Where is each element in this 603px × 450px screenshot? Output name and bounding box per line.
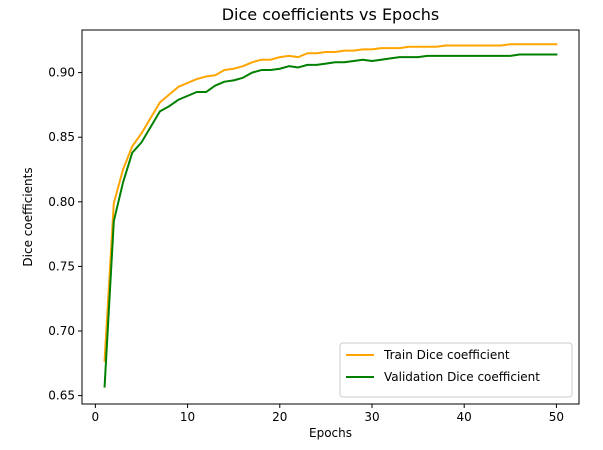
y-axis-label: Dice coefficients	[21, 167, 35, 266]
train-dice-line	[103, 43, 558, 362]
legend-box	[339, 342, 573, 398]
x-tick-label: 30	[364, 410, 379, 424]
y-tick-label: 0.90	[48, 66, 75, 80]
x-tick-label: 0	[92, 410, 100, 424]
x-tick-label: 20	[272, 410, 287, 424]
series-layer	[103, 43, 558, 388]
y-tick-label: 0.80	[48, 195, 75, 209]
y-tick-label: 0.70	[48, 324, 75, 338]
legend-label-train: Train Dice coefficient	[383, 348, 510, 362]
y-axis-ticks: 0.65 0.70 0.75 0.80 0.85 0.90	[48, 66, 82, 403]
x-tick-label: 10	[180, 410, 195, 424]
x-tick-label: 50	[549, 410, 564, 424]
y-tick-label: 0.85	[48, 130, 75, 144]
x-axis-label: Epochs	[309, 426, 352, 440]
plot-area-frame	[81, 29, 580, 405]
x-axis-ticks: 0 10 20 30 40 50	[92, 404, 564, 424]
legend: Train Dice coefficient Validation Dice c…	[339, 342, 573, 398]
chart-title: Dice coefficients vs Epochs	[222, 5, 440, 24]
validation-dice-line	[103, 53, 558, 388]
x-tick-label: 40	[457, 410, 472, 424]
y-tick-label: 0.75	[48, 259, 75, 273]
legend-label-validation: Validation Dice coefficient	[384, 370, 540, 384]
y-tick-label: 0.65	[48, 389, 75, 403]
